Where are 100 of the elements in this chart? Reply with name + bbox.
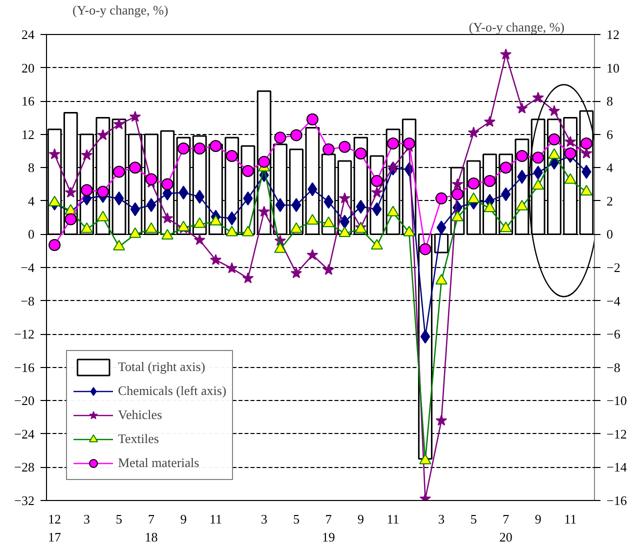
point [258, 206, 270, 217]
y2-tick-label: −14 [606, 460, 628, 475]
point [129, 110, 141, 122]
point [274, 132, 286, 144]
x-tick-label: 11 [386, 512, 400, 526]
point [387, 138, 400, 150]
x-tick-label: 9 [358, 512, 364, 526]
point [258, 156, 270, 168]
x-tick-label: 9 [180, 512, 187, 526]
y2-tick-label: −8 [606, 360, 620, 375]
point [290, 222, 302, 233]
y-axis-title: (Y-o-y change, %) [72, 2, 168, 18]
point [532, 152, 544, 164]
point [64, 213, 77, 226]
point [580, 138, 592, 150]
point [290, 267, 302, 278]
point [210, 254, 222, 265]
point [81, 149, 93, 160]
point [564, 173, 576, 184]
point [484, 116, 496, 127]
point [226, 226, 238, 236]
y2-tick-label: −12 [606, 426, 627, 442]
point [242, 164, 254, 177]
point [548, 133, 560, 146]
y-tick-label: −24 [14, 426, 35, 442]
point [564, 136, 576, 147]
point [274, 242, 286, 253]
x-tick-label: 7 18 [144, 512, 158, 544]
x-tick-label: 5 [470, 512, 477, 526]
point [338, 140, 351, 153]
point [226, 150, 238, 162]
legend-label: Metal materials [118, 455, 200, 471]
point [354, 148, 367, 160]
legend-label: Total (right axis) [118, 359, 206, 375]
point [113, 166, 126, 178]
point [275, 198, 286, 212]
y-tick-label: 12 [22, 126, 34, 142]
point [194, 234, 206, 245]
point [242, 226, 254, 236]
point [48, 196, 61, 206]
y-tick-label: 4 [28, 193, 35, 208]
point [194, 217, 206, 228]
y2-tick-label: 10 [606, 60, 620, 76]
y-tick-label: −16 [14, 360, 35, 375]
point [403, 138, 416, 150]
y2-tick-label: 4 [606, 160, 614, 176]
y-tick-label: 16 [22, 94, 35, 109]
y-tick-label: 24 [22, 27, 35, 42]
point [500, 162, 512, 174]
y-tick-label: −12 [14, 326, 35, 342]
y-tick-label: −20 [14, 393, 35, 408]
point [306, 113, 318, 126]
y-tick-label: 8 [28, 160, 34, 176]
point [322, 143, 335, 156]
point [161, 229, 174, 240]
point [419, 454, 432, 464]
point [516, 102, 528, 114]
point [436, 414, 448, 426]
point [468, 192, 480, 203]
point [80, 222, 93, 233]
point [403, 226, 416, 236]
point [500, 222, 512, 232]
point [338, 192, 350, 204]
point [290, 129, 302, 142]
point [338, 226, 351, 238]
point [548, 105, 560, 116]
point [370, 174, 383, 187]
point [306, 249, 318, 260]
point [516, 150, 528, 162]
point [452, 210, 464, 222]
point [210, 140, 222, 152]
x-tick-label: 7 19 [322, 512, 336, 544]
point [48, 148, 60, 160]
y-tick-label: −32 [14, 493, 35, 508]
y2-tick-label: −4 [606, 293, 621, 308]
point [532, 179, 544, 190]
point [340, 214, 350, 229]
y2-tick-label: −6 [606, 326, 621, 342]
point [387, 162, 399, 173]
y2-tick-label: 2 [606, 193, 613, 208]
point [210, 214, 222, 226]
point [129, 227, 142, 238]
x-tick-label: 11 [564, 512, 577, 526]
point [370, 239, 383, 250]
point [452, 188, 464, 200]
point [291, 198, 302, 212]
point [96, 186, 109, 198]
x-tick-label: 3 [438, 512, 445, 526]
x-tick-label: 3 [260, 512, 268, 526]
point [146, 198, 156, 212]
point [161, 178, 174, 190]
point [129, 162, 142, 174]
point [242, 272, 254, 284]
point [484, 202, 496, 212]
y2-tick-label: 6 [606, 126, 614, 142]
x-tick-label: 3 [84, 512, 90, 526]
point [468, 177, 480, 190]
y2-tick-label: 12 [606, 27, 620, 42]
point [564, 148, 576, 160]
point [80, 184, 93, 196]
